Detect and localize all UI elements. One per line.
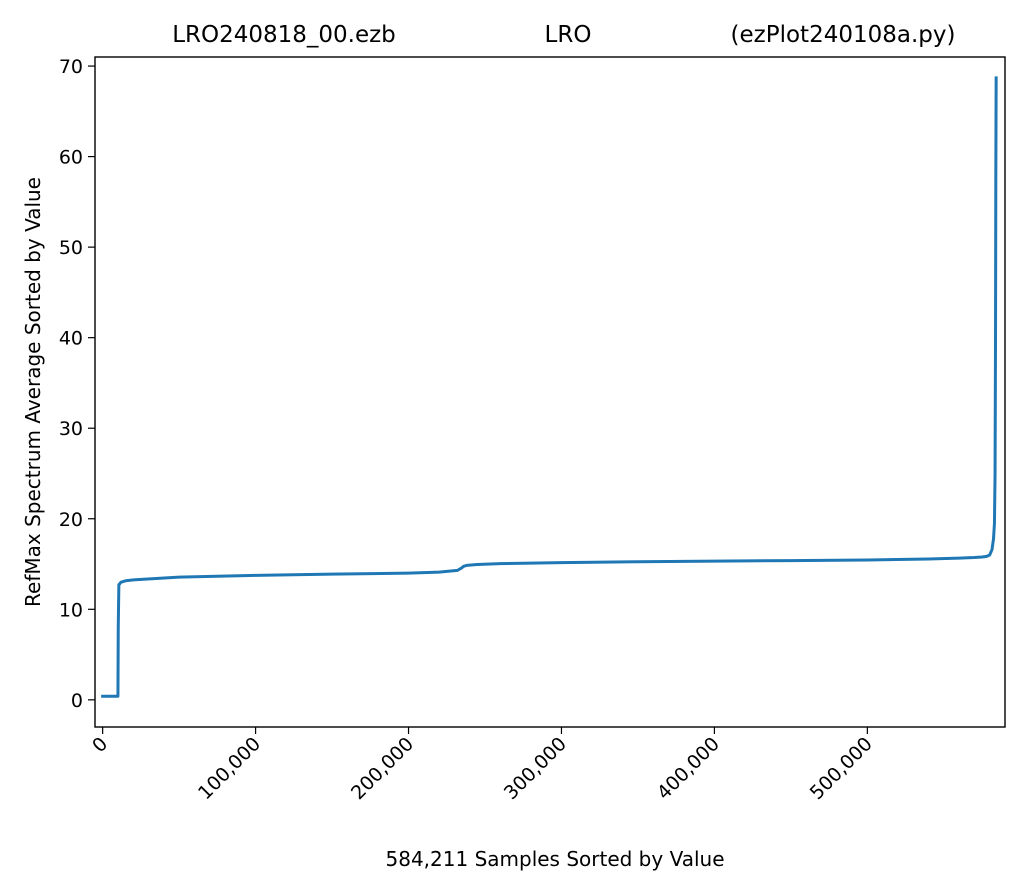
- chart-title: LRO240818_00.ezb LRO (ezPlot240108a.py): [172, 22, 955, 48]
- x-axis-label: 584,211 Samples Sorted by Value: [386, 847, 725, 871]
- plot-area: 0 10 20 30 40 50 60 70 0 100,000 200,000 300,000 400…: [59, 56, 1006, 804]
- title-site: LRO: [545, 22, 592, 48]
- x-tick-label-0: 0: [88, 733, 112, 757]
- y-tick-label-3: 30: [59, 418, 83, 440]
- y-tick-label-7: 70: [59, 56, 83, 78]
- y-tick-label-2: 20: [59, 509, 83, 531]
- series-line-0: [101, 76, 998, 698]
- title-script: (ezPlot240108a.py): [731, 22, 956, 48]
- x-tick-label-5: 500,000: [806, 733, 877, 804]
- y-tick-label-4: 40: [59, 328, 83, 350]
- x-tick-label-2: 200,000: [347, 733, 418, 804]
- x-tick-label-4: 400,000: [653, 733, 724, 804]
- y-axis-label: RefMax Spectrum Average Sorted by Value: [21, 177, 45, 607]
- x-tick-label-1: 100,000: [194, 733, 265, 804]
- x-tick-label-3: 300,000: [500, 733, 571, 804]
- y-tick-label-5: 50: [59, 237, 83, 259]
- title-filename: LRO240818_00.ezb: [172, 22, 396, 48]
- y-tick-label-6: 60: [59, 147, 83, 169]
- y-tick-label-0: 0: [71, 690, 83, 712]
- y-tick-label-1: 10: [59, 599, 83, 621]
- plot-frame: [94, 56, 1006, 728]
